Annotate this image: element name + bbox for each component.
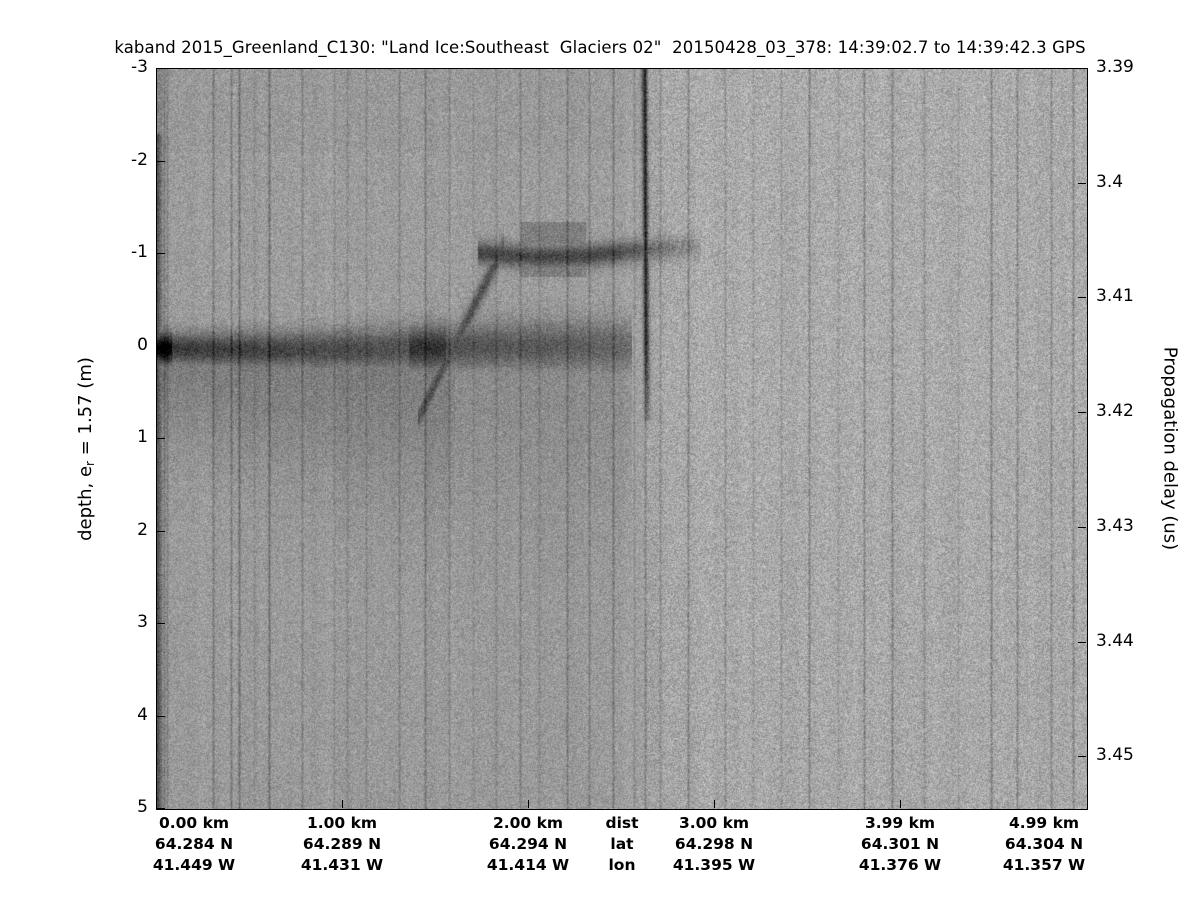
left-tick-label: 4 bbox=[137, 705, 148, 725]
x-tick-column: 0.00 km 64.284 N 41.449 W bbox=[153, 813, 235, 876]
x-tick-column: 2.00 km 64.294 N 41.414 W bbox=[487, 813, 569, 876]
x-tick-lat: 64.284 N bbox=[154, 835, 234, 853]
x-tick-lon: 41.376 W bbox=[858, 856, 942, 874]
x-axis-row-labels: dist lat lon bbox=[605, 813, 638, 876]
right-tick-label: 3.43 bbox=[1096, 516, 1134, 536]
bottom-tick-2 bbox=[528, 800, 529, 808]
left-tick-label: -3 bbox=[131, 57, 148, 77]
left-tick-2 bbox=[157, 253, 165, 254]
left-tick-7 bbox=[157, 716, 165, 717]
left-tick-0 bbox=[157, 68, 165, 69]
left-tick-8 bbox=[157, 808, 165, 809]
x-tick-lon: 41.395 W bbox=[672, 856, 756, 874]
x-tick-column: 3.99 km 64.301 N 41.376 W bbox=[859, 813, 941, 876]
x-tick-lat: 64.289 N bbox=[302, 835, 382, 853]
x-tick-dist: 4.99 km bbox=[1008, 814, 1080, 832]
right-tick-label: 3.42 bbox=[1096, 401, 1134, 421]
right-tick-label: 3.45 bbox=[1096, 745, 1134, 765]
right-tick-label: 3.39 bbox=[1096, 57, 1134, 77]
left-tick-4 bbox=[157, 438, 165, 439]
left-tick-1 bbox=[157, 161, 165, 162]
x-tick-lon: 41.357 W bbox=[1002, 856, 1086, 874]
x-tick-lat: 64.298 N bbox=[674, 835, 754, 853]
left-axis-title-subscript: r bbox=[83, 461, 97, 466]
x-tick-dist: 3.00 km bbox=[678, 814, 750, 832]
left-tick-label: 3 bbox=[137, 612, 148, 632]
x-tick-lon: 41.414 W bbox=[486, 856, 570, 874]
right-tick-label: 3.41 bbox=[1096, 286, 1134, 306]
left-axis-title: depth, er = 1.57 (m) bbox=[75, 329, 97, 569]
right-tick-6 bbox=[1078, 756, 1086, 757]
x-tick-column: 1.00 km 64.289 N 41.431 W bbox=[301, 813, 383, 876]
right-tick-1 bbox=[1078, 183, 1086, 184]
x-tick-dist: 2.00 km bbox=[492, 814, 564, 832]
echogram-image bbox=[157, 69, 1087, 809]
x-tick-lon: 41.449 W bbox=[152, 856, 236, 874]
left-tick-3 bbox=[157, 346, 165, 347]
x-tick-dist: 3.99 km bbox=[864, 814, 936, 832]
right-tick-label: 3.44 bbox=[1096, 631, 1134, 651]
left-tick-6 bbox=[157, 623, 165, 624]
right-tick-label: 3.4 bbox=[1096, 172, 1124, 192]
page-title: kaband 2015_Greenland_C130: "Land Ice:So… bbox=[114, 38, 1086, 57]
left-axis-title-suffix: = 1.57 (m) bbox=[75, 357, 96, 462]
x-tick-lat: 64.304 N bbox=[1004, 835, 1084, 853]
left-tick-label: 1 bbox=[137, 427, 148, 447]
left-axis-title-prefix: depth, e bbox=[75, 465, 96, 541]
right-tick-5 bbox=[1078, 642, 1086, 643]
x-tick-dist: 1.00 km bbox=[306, 814, 378, 832]
right-tick-2 bbox=[1078, 297, 1086, 298]
bottom-tick-1 bbox=[342, 800, 343, 808]
echogram-plot-area[interactable] bbox=[156, 68, 1088, 810]
left-tick-label: -2 bbox=[131, 150, 148, 170]
x-tick-column: 3.00 km 64.298 N 41.395 W bbox=[673, 813, 755, 876]
x-axis-row-label-lat: lat bbox=[610, 835, 634, 853]
left-tick-5 bbox=[157, 531, 165, 532]
x-tick-column: 4.99 km 64.304 N 41.357 W bbox=[1003, 813, 1085, 876]
x-tick-lon: 41.431 W bbox=[300, 856, 384, 874]
right-tick-3 bbox=[1078, 412, 1086, 413]
right-tick-4 bbox=[1078, 527, 1086, 528]
x-axis-row-label-dist: dist bbox=[605, 814, 639, 832]
bottom-tick-3 bbox=[714, 800, 715, 808]
left-tick-label: 5 bbox=[137, 797, 148, 817]
bottom-tick-4 bbox=[900, 800, 901, 808]
left-tick-label: -1 bbox=[131, 242, 148, 262]
x-tick-lat: 64.301 N bbox=[860, 835, 940, 853]
right-tick-0 bbox=[1078, 68, 1086, 69]
x-axis-row-label-lon: lon bbox=[608, 856, 636, 874]
right-axis-title: Propagation delay (us) bbox=[1159, 346, 1181, 551]
left-tick-label: 0 bbox=[137, 335, 148, 355]
x-tick-lat: 64.294 N bbox=[488, 835, 568, 853]
left-tick-label: 2 bbox=[137, 520, 148, 540]
x-tick-dist: 0.00 km bbox=[158, 814, 230, 832]
